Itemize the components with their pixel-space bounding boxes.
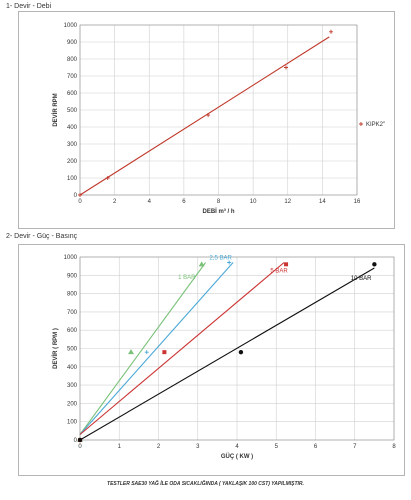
chart-1-xtick-label: 8: [217, 199, 221, 205]
chart-2-series-1-point: [227, 260, 232, 265]
chart-1-series-0-line: [79, 36, 330, 196]
chart-1-ytick-label: 900: [67, 40, 78, 46]
chart-2-series-3-point: [77, 437, 83, 443]
chart-2-ytick-label: 300: [67, 383, 78, 389]
chart-2-xtick-label: 6: [314, 444, 318, 450]
chart-2-series-2-point: [284, 262, 289, 267]
chart-1-svg: 0 100 200 300 400 500 600 700 800 900 1000 0 2 4 6 8 10 1…: [52, 23, 385, 215]
chart-2-frame: 0 100 200 300 400 500 600 700 800 900 1000 0 1 2 3 4 5 6 7…: [18, 244, 405, 476]
chart-2-ytick-label: 600: [67, 328, 78, 334]
chart-1-ytick-label: 800: [67, 57, 78, 63]
chart-2-series-2-label: 5 BAR: [270, 269, 288, 275]
chart-2-xtick-label: 5: [275, 444, 279, 450]
chart-1-ytick-label: 400: [67, 125, 78, 131]
chart-2-series-0-point: [198, 261, 205, 267]
chart-2-series-1-line: [79, 262, 234, 435]
chart-2-y-axis-title: DEVİR ( RPM ): [52, 328, 59, 369]
chart-2-svg: 0 100 200 300 400 500 600 700 800 900 1000 0 1 2 3 4 5 6 7…: [52, 255, 396, 460]
chart-2-series-3-point: [372, 262, 377, 267]
chart-2-series-1-label: 2,5 BAR: [210, 256, 233, 262]
chart-2-series-3-line: [79, 267, 375, 441]
legend-label-0: KIPK2": [366, 122, 385, 128]
chart-1-series-0-point: [284, 65, 289, 70]
chart-1-xtick-label: 14: [319, 199, 326, 205]
footnote: TESTLER SAE30 YAĞ İLE ODA SICAKLIĞINDA (…: [107, 481, 304, 487]
chart-1-y-axis-title: DEVİR RPM: [52, 93, 59, 126]
chart-1-series-0-point: [206, 113, 211, 118]
chart-2-xtick-label: 0: [78, 444, 82, 450]
section-title-2: 2- Devir - Güç - Basınç: [6, 233, 78, 240]
chart-1-xtick-label: 6: [182, 199, 186, 205]
chart-2-xtick-label: 1: [118, 444, 122, 450]
chart-1-xtick-label: 0: [78, 199, 82, 205]
chart-2-ytick-label: 200: [67, 401, 78, 407]
chart-2-series-2-line: [79, 262, 285, 435]
chart-2-xtick-label: 4: [235, 444, 239, 450]
chart-2-xtick-label: 3: [196, 444, 200, 450]
chart-2-ytick-label: 900: [67, 273, 78, 279]
chart-2-series-0-point: [128, 349, 135, 355]
chart-1-frame: 0 100 200 300 400 500 600 700 800 900 1000 0 2 4 6 8 10 1…: [18, 11, 395, 229]
chart-2-xtick-label: 8: [392, 444, 396, 450]
chart-1-ytick-label: 0: [74, 193, 78, 199]
chart-1-ytick-label: 200: [67, 159, 78, 165]
chart-2-series-3-label: 10 BAR: [351, 276, 372, 282]
chart-1-series-0-point: [105, 176, 110, 180]
chart-1-ytick-label: 100: [67, 176, 78, 182]
chart-2-ytick-label: 400: [67, 365, 78, 371]
chart-2-ytick-label: 700: [67, 310, 78, 316]
chart-2-ytick-label: 0: [74, 438, 78, 444]
chart-2-xtick-label: 2: [157, 444, 161, 450]
chart-2-ytick-label: 800: [67, 292, 78, 298]
chart-1-ytick-label: 300: [67, 142, 78, 148]
chart-2-series-1-point: [144, 350, 149, 355]
chart-2-xtick-label: 7: [353, 444, 357, 450]
chart-1-xtick-label: 12: [284, 199, 291, 205]
chart-2-series-2-point: [162, 350, 167, 355]
chart-2-series-0-label: 1 BAR: [178, 275, 196, 281]
chart-2-ytick-label: 100: [67, 420, 78, 426]
chart-1-xtick-label: 2: [113, 199, 117, 205]
chart-1-ytick-label: 600: [67, 91, 78, 97]
chart-2-ytick-label: 500: [67, 347, 78, 353]
chart-1-plot-area: [79, 24, 358, 196]
chart-1-xtick-label: 10: [250, 199, 257, 205]
chart-1-ytick-label: 500: [67, 108, 78, 114]
chart-1-xtick-label: 16: [354, 199, 361, 205]
chart-2-x-axis-title: GÜÇ ( KW ): [221, 453, 253, 460]
chart-1-ytick-label: 1000: [64, 23, 78, 29]
section-title-1: 1- Devir - Debi: [6, 3, 52, 10]
chart-1-series-0-point: [329, 29, 334, 34]
legend-marker-0: [359, 122, 363, 126]
chart-2-plot-area: [79, 256, 395, 441]
chart-1-series-0-point: [78, 193, 82, 197]
chart-1-x-axis-title: DEBİ m³ / h: [202, 208, 234, 215]
chart-1-xtick-label: 4: [148, 199, 152, 205]
chart-1-ytick-label: 700: [67, 74, 78, 80]
chart-2-ytick-label: 1000: [64, 255, 78, 261]
chart-2-series-0-line: [79, 262, 207, 435]
chart-2-series-3-point: [238, 349, 244, 355]
